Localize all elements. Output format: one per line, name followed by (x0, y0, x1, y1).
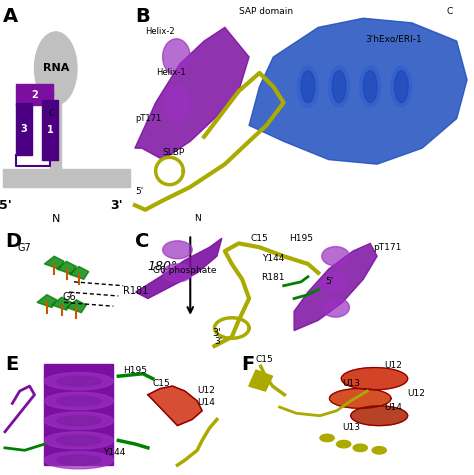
Polygon shape (66, 300, 86, 313)
Ellipse shape (57, 436, 101, 446)
Text: C: C (49, 109, 55, 118)
Text: 3': 3' (110, 199, 123, 212)
Ellipse shape (341, 368, 408, 390)
Ellipse shape (57, 376, 101, 386)
Polygon shape (294, 243, 377, 331)
Bar (3, 169, 130, 187)
Text: C: C (447, 7, 453, 16)
Text: 2: 2 (31, 90, 38, 100)
Text: Helix-2: Helix-2 (145, 28, 175, 37)
Polygon shape (249, 18, 467, 164)
Text: G6 phosphate: G6 phosphate (153, 266, 216, 276)
Text: 3: 3 (20, 124, 27, 134)
Text: N: N (52, 214, 60, 224)
Ellipse shape (163, 39, 190, 75)
Text: 1: 1 (47, 125, 54, 135)
Text: SAP domain: SAP domain (239, 7, 293, 16)
Ellipse shape (322, 247, 349, 266)
Text: C15: C15 (153, 379, 171, 388)
Text: H195: H195 (289, 235, 313, 243)
Polygon shape (69, 266, 89, 279)
Ellipse shape (322, 298, 349, 317)
Ellipse shape (163, 85, 190, 121)
Ellipse shape (328, 66, 349, 107)
Text: A: A (3, 7, 18, 26)
Ellipse shape (57, 416, 101, 426)
Polygon shape (148, 386, 202, 426)
Text: U14: U14 (197, 399, 215, 408)
Polygon shape (45, 256, 64, 269)
Ellipse shape (298, 66, 319, 107)
Polygon shape (136, 238, 222, 299)
Text: B: B (135, 7, 150, 26)
Ellipse shape (163, 264, 192, 282)
Text: 3'hExo/ERI-1: 3'hExo/ERI-1 (365, 34, 422, 43)
Bar (43, 100, 58, 160)
Text: E: E (5, 355, 18, 374)
Ellipse shape (45, 372, 113, 390)
Text: U12: U12 (197, 386, 215, 395)
Polygon shape (249, 370, 273, 391)
Ellipse shape (57, 455, 101, 465)
Text: 5': 5' (135, 187, 143, 196)
Text: F: F (242, 355, 255, 374)
Text: C15: C15 (256, 355, 273, 364)
Ellipse shape (322, 272, 349, 292)
Polygon shape (57, 261, 76, 274)
Bar (45, 364, 113, 465)
Text: 3': 3' (214, 337, 222, 346)
Text: U12: U12 (408, 389, 426, 398)
Circle shape (372, 446, 386, 454)
Ellipse shape (329, 389, 391, 408)
Text: Y144: Y144 (262, 254, 284, 263)
Text: pT171: pT171 (374, 243, 401, 252)
Text: G6: G6 (62, 292, 76, 302)
Ellipse shape (360, 66, 381, 107)
Bar (16, 85, 53, 105)
Ellipse shape (57, 396, 101, 406)
Text: 5': 5' (0, 199, 12, 212)
Bar (16, 103, 32, 155)
Text: U14: U14 (384, 403, 402, 412)
Text: 3': 3' (213, 328, 221, 338)
Text: U13: U13 (342, 423, 360, 432)
Text: D: D (5, 232, 21, 251)
Text: RNA: RNA (43, 63, 69, 74)
Text: R181: R181 (123, 285, 148, 296)
Text: pT171: pT171 (135, 114, 161, 123)
Ellipse shape (351, 406, 408, 426)
Ellipse shape (391, 66, 412, 107)
Circle shape (353, 444, 367, 452)
Ellipse shape (394, 71, 408, 103)
Ellipse shape (45, 452, 113, 469)
Polygon shape (37, 294, 57, 307)
Text: C: C (135, 232, 149, 251)
Ellipse shape (332, 71, 346, 103)
Ellipse shape (45, 412, 113, 429)
Text: C15: C15 (251, 235, 268, 243)
Text: Helix-1: Helix-1 (155, 68, 185, 77)
Polygon shape (135, 28, 249, 160)
Text: SLBP: SLBP (163, 148, 185, 157)
Polygon shape (52, 297, 72, 310)
Ellipse shape (363, 71, 377, 103)
Text: R181: R181 (262, 273, 285, 282)
Circle shape (320, 434, 334, 442)
Ellipse shape (163, 241, 192, 259)
Ellipse shape (45, 432, 113, 449)
Ellipse shape (301, 71, 315, 103)
Text: 5': 5' (325, 277, 334, 286)
Circle shape (337, 440, 351, 448)
Ellipse shape (45, 392, 113, 409)
Circle shape (35, 32, 77, 105)
Text: Y144: Y144 (103, 448, 126, 457)
Bar (50, 100, 61, 169)
Text: G7: G7 (18, 243, 32, 253)
Text: H195: H195 (123, 366, 147, 375)
Text: U12: U12 (384, 361, 402, 371)
Text: N: N (194, 214, 201, 223)
Text: 180°: 180° (147, 260, 178, 273)
Text: U13: U13 (342, 379, 360, 388)
